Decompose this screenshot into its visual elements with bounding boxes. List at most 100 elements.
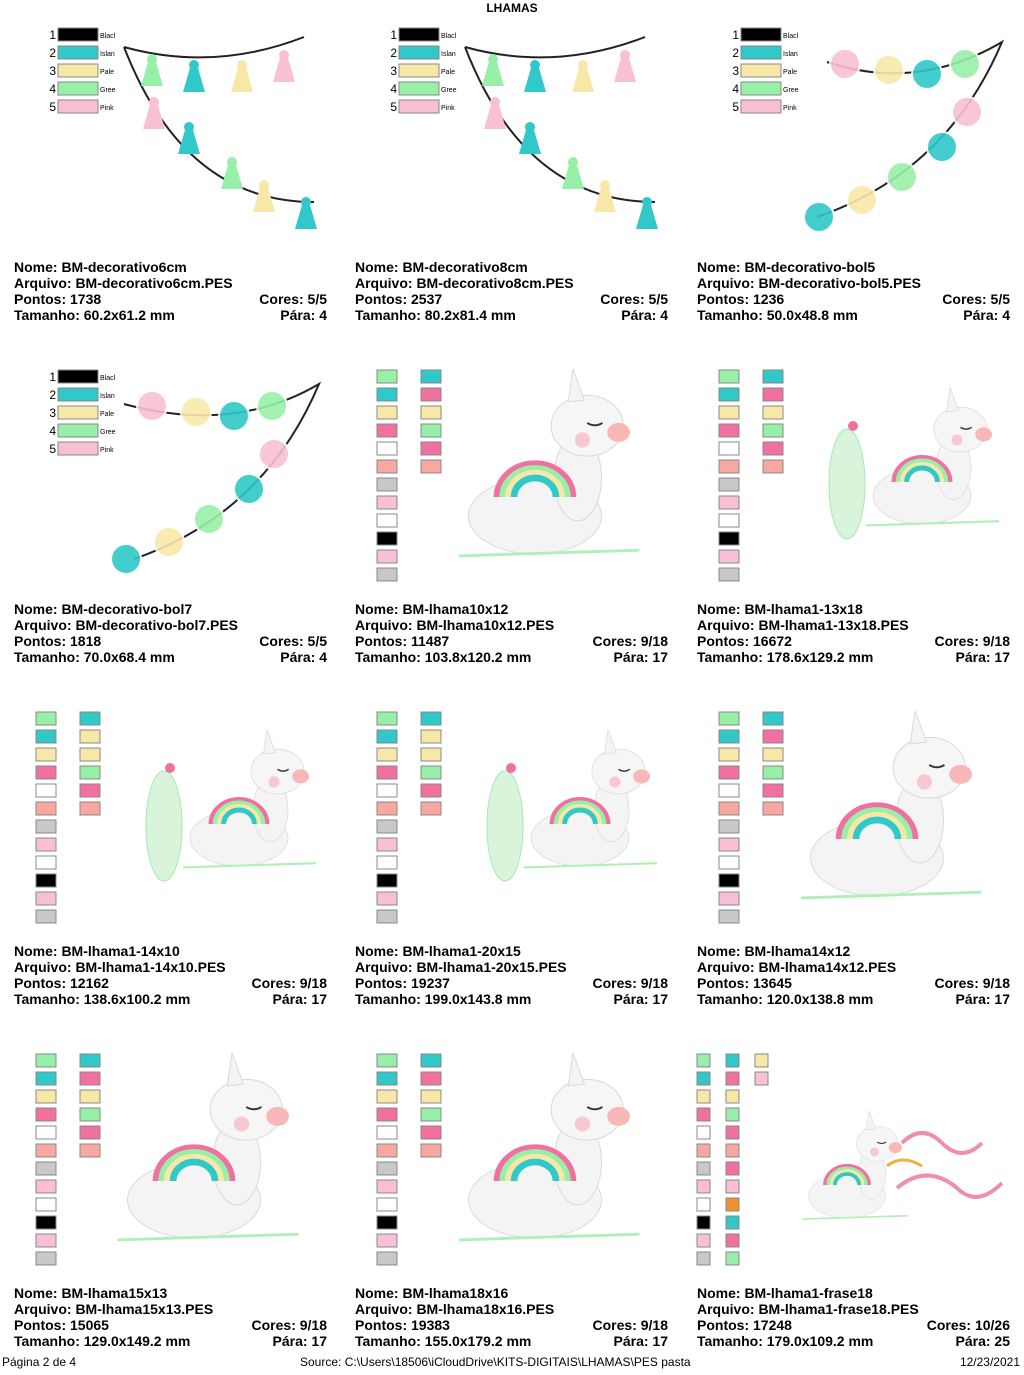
color-swatch xyxy=(79,783,101,798)
design-name: Nome: BM-lhama15x13 xyxy=(14,1285,167,1301)
tassel-cap xyxy=(568,157,578,167)
ball xyxy=(110,543,142,575)
design-stops: Pára: 17 xyxy=(273,991,328,1007)
palette-name: Pale xyxy=(441,69,455,76)
color-swatch xyxy=(762,441,784,456)
design-size: Tamanho: 60.2x61.2 mm xyxy=(14,307,175,323)
ball xyxy=(951,96,983,128)
tassel xyxy=(524,68,546,92)
color-swatch xyxy=(696,1179,711,1194)
color-swatch xyxy=(79,729,101,744)
llama-cheek xyxy=(268,776,280,788)
color-swatch xyxy=(718,873,740,888)
source-path: Source: C:\Users\18506\iCloudDrive\KITS-… xyxy=(300,1355,691,1369)
palette-number: 5 xyxy=(49,442,56,456)
llama-nose xyxy=(607,422,630,442)
design-size: Tamanho: 70.0x68.4 mm xyxy=(14,649,175,665)
design-stops: Pára: 17 xyxy=(956,991,1011,1007)
cactus-flower xyxy=(848,421,858,431)
color-swatch xyxy=(718,783,740,798)
design-stops: Pára: 17 xyxy=(273,1333,328,1349)
llama xyxy=(523,729,658,869)
design-colors: Cores: 5/5 xyxy=(259,291,327,307)
color-swatch xyxy=(762,387,784,402)
color-swatch xyxy=(718,837,740,852)
llama xyxy=(802,1110,908,1220)
llama-eye xyxy=(586,422,603,427)
llama-blanket xyxy=(562,807,598,825)
color-swatch xyxy=(696,1107,711,1122)
cactus-flower xyxy=(506,763,516,773)
color-swatch xyxy=(57,99,99,114)
palette-number: 3 xyxy=(390,64,397,78)
llama-blanket xyxy=(557,804,603,825)
color-swatch xyxy=(718,495,740,510)
tassel-cap xyxy=(259,180,269,190)
color-swatch xyxy=(725,1071,740,1086)
design-file: Arquivo: BM-lhama1-14x10.PES xyxy=(14,959,226,975)
palette-name: Islan xyxy=(100,51,115,58)
color-swatch xyxy=(35,729,57,744)
palette-number: 5 xyxy=(732,100,739,114)
llama-ear xyxy=(567,368,586,403)
palette-number: 3 xyxy=(732,64,739,78)
tassel-cap xyxy=(227,157,237,167)
color-swatch xyxy=(696,1197,711,1212)
color-swatch xyxy=(696,1071,711,1086)
color-swatch xyxy=(35,1179,57,1194)
tassel-cap xyxy=(600,180,610,190)
design-name: Nome: BM-decorativo6cm xyxy=(14,259,187,275)
tassel-cap xyxy=(488,54,498,64)
design-colors: Cores: 9/18 xyxy=(935,633,1011,649)
llama-blanket xyxy=(216,804,262,825)
tassel xyxy=(562,165,584,189)
color-swatch xyxy=(718,819,740,834)
color-swatch xyxy=(376,549,398,564)
design-colors: Cores: 9/18 xyxy=(252,975,328,991)
color-swatch xyxy=(398,81,440,96)
color-swatch xyxy=(79,801,101,816)
garland-string xyxy=(123,36,305,59)
design-size: Tamanho: 120.0x138.8 mm xyxy=(697,991,873,1007)
color-swatch xyxy=(57,63,99,78)
color-swatch xyxy=(376,423,398,438)
llama-cheek xyxy=(609,776,621,788)
palette-name: Blacl xyxy=(441,33,457,40)
design-stitches: Pontos: 2537 xyxy=(355,291,442,307)
llama-blanket xyxy=(212,800,266,825)
palette-name: Pink xyxy=(783,105,797,112)
palette-number: 1 xyxy=(49,28,56,42)
cactus xyxy=(828,428,866,540)
palette-number: 2 xyxy=(49,388,56,402)
design-stops: Pára: 4 xyxy=(621,307,668,323)
llama-blanket xyxy=(895,458,949,483)
tassel-cap xyxy=(578,60,588,70)
color-swatch xyxy=(696,1089,711,1104)
color-swatch xyxy=(35,855,57,870)
color-swatch xyxy=(718,369,740,384)
llama xyxy=(458,1052,640,1242)
design-colors: Cores: 5/5 xyxy=(600,291,668,307)
ground xyxy=(117,1232,299,1242)
color-swatch xyxy=(718,711,740,726)
palette-number: 1 xyxy=(49,370,56,384)
color-swatch xyxy=(376,369,398,384)
palette-number: 5 xyxy=(49,100,56,114)
tassel xyxy=(484,105,506,129)
color-swatch xyxy=(376,441,398,456)
palette-number: 2 xyxy=(390,46,397,60)
color-swatch xyxy=(376,1215,398,1230)
tassel-cap xyxy=(530,60,540,70)
color-swatch xyxy=(376,801,398,816)
color-swatch xyxy=(718,765,740,780)
llama-blanket xyxy=(164,1153,224,1182)
color-swatch xyxy=(696,1053,711,1068)
tassel-cap xyxy=(184,122,194,132)
color-swatch xyxy=(718,729,740,744)
palette-number: 4 xyxy=(49,82,56,96)
design-size: Tamanho: 103.8x120.2 mm xyxy=(355,649,531,665)
color-swatch xyxy=(376,1125,398,1140)
tassel-cap xyxy=(642,197,652,207)
color-swatch xyxy=(696,1143,711,1158)
